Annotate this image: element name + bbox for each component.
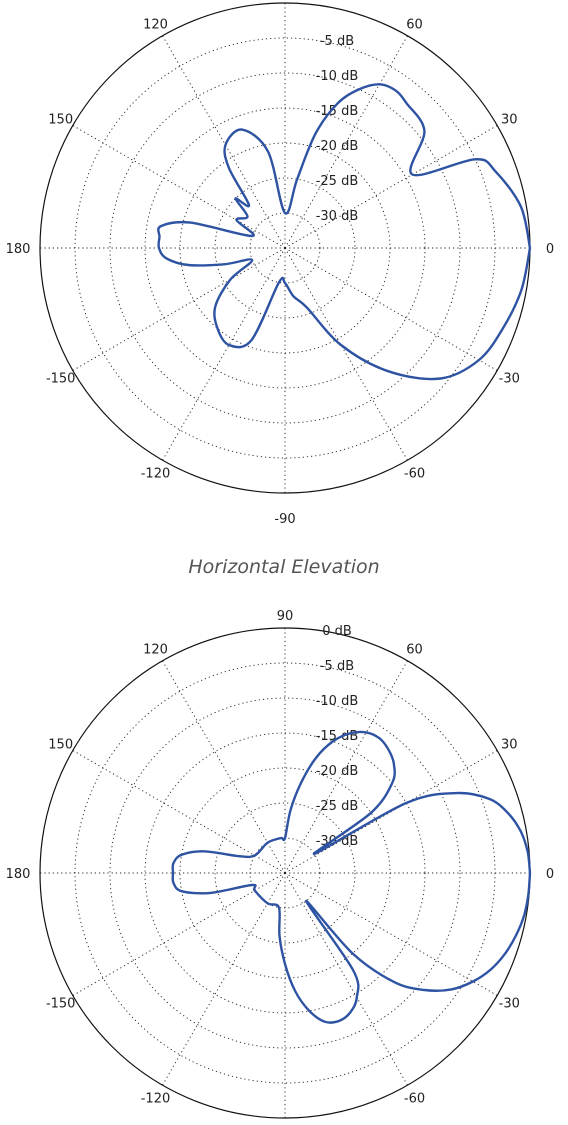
angle-tick-label: 30 <box>501 738 518 753</box>
radial-tick-label: -10 dB <box>316 69 359 84</box>
radiation-pattern-trace <box>157 83 532 381</box>
grid-spoke <box>284 125 498 249</box>
radial-tick-label: -20 dB <box>316 764 359 779</box>
radial-tick-label: -5 dB <box>320 34 354 49</box>
angle-tick-label: -120 <box>141 1091 171 1106</box>
angle-tick-label: -150 <box>46 997 76 1012</box>
radial-tick-label: -25 dB <box>316 799 359 814</box>
angle-tick-label: 0 <box>546 242 554 257</box>
angle-tick-label: 120 <box>143 643 168 658</box>
grid-spoke <box>284 872 408 1086</box>
angle-tick-label: 150 <box>48 113 73 128</box>
angle-tick-label: -30 <box>499 372 520 387</box>
angle-tick-label: 90 <box>277 609 294 624</box>
angle-tick-label: -60 <box>404 1091 425 1106</box>
radial-tick-label: 0 dB <box>322 624 352 639</box>
angle-tick-label: 180 <box>6 867 31 882</box>
angle-tick-label: 0 <box>546 867 554 882</box>
radial-tick-label: -15 dB <box>316 729 359 744</box>
angle-tick-label: 60 <box>406 18 423 33</box>
grid-spoke <box>72 125 286 249</box>
angle-tick-label: 60 <box>406 643 423 658</box>
radial-tick-label: -5 dB <box>320 659 354 674</box>
polar-chart-bottom: 0 30 60 90 120 150 180 -150 -120 -60 -30 0 dB -5 dB -… <box>6 609 554 1119</box>
grid-spoke <box>162 660 286 874</box>
radial-tick-label: -20 dB <box>316 139 359 154</box>
radial-tick-label: -15 dB <box>316 104 359 119</box>
angle-tick-label: -30 <box>499 997 520 1012</box>
angle-tick-label: 120 <box>143 18 168 33</box>
grid-spoke <box>162 872 286 1086</box>
angle-tick-label: -150 <box>46 372 76 387</box>
radial-tick-label: -30 dB <box>316 209 359 224</box>
grid-spoke <box>72 750 286 874</box>
angle-tick-label: -90 <box>274 512 295 527</box>
radial-tick-label: -10 dB <box>316 694 359 709</box>
grid-spoke <box>284 35 408 249</box>
radial-tick-label: -25 dB <box>316 174 359 189</box>
grid-spoke <box>284 660 408 874</box>
angle-tick-label: -60 <box>404 466 425 481</box>
grid-spoke <box>72 247 286 371</box>
grid-ring <box>214 177 356 319</box>
grid-ring <box>144 732 426 1014</box>
grid-spoke <box>284 247 498 371</box>
grid-ring <box>109 697 461 1049</box>
angle-tick-label: 180 <box>6 242 31 257</box>
radiation-pattern-trace <box>171 730 532 1024</box>
angle-tick-label: -120 <box>141 466 171 481</box>
grid-spoke <box>72 872 286 996</box>
chart-title-horizontal-elevation: Horizontal Elevation <box>188 556 379 578</box>
grid-ring <box>144 107 426 389</box>
angle-tick-label: 30 <box>501 113 518 128</box>
grid-ring <box>109 72 461 424</box>
grid-spoke <box>284 872 498 996</box>
grid-spoke <box>284 247 408 461</box>
grid-ring <box>214 802 356 944</box>
grid-spoke <box>162 35 286 249</box>
grid-spoke <box>162 247 286 461</box>
angle-tick-label: 150 <box>48 738 73 753</box>
